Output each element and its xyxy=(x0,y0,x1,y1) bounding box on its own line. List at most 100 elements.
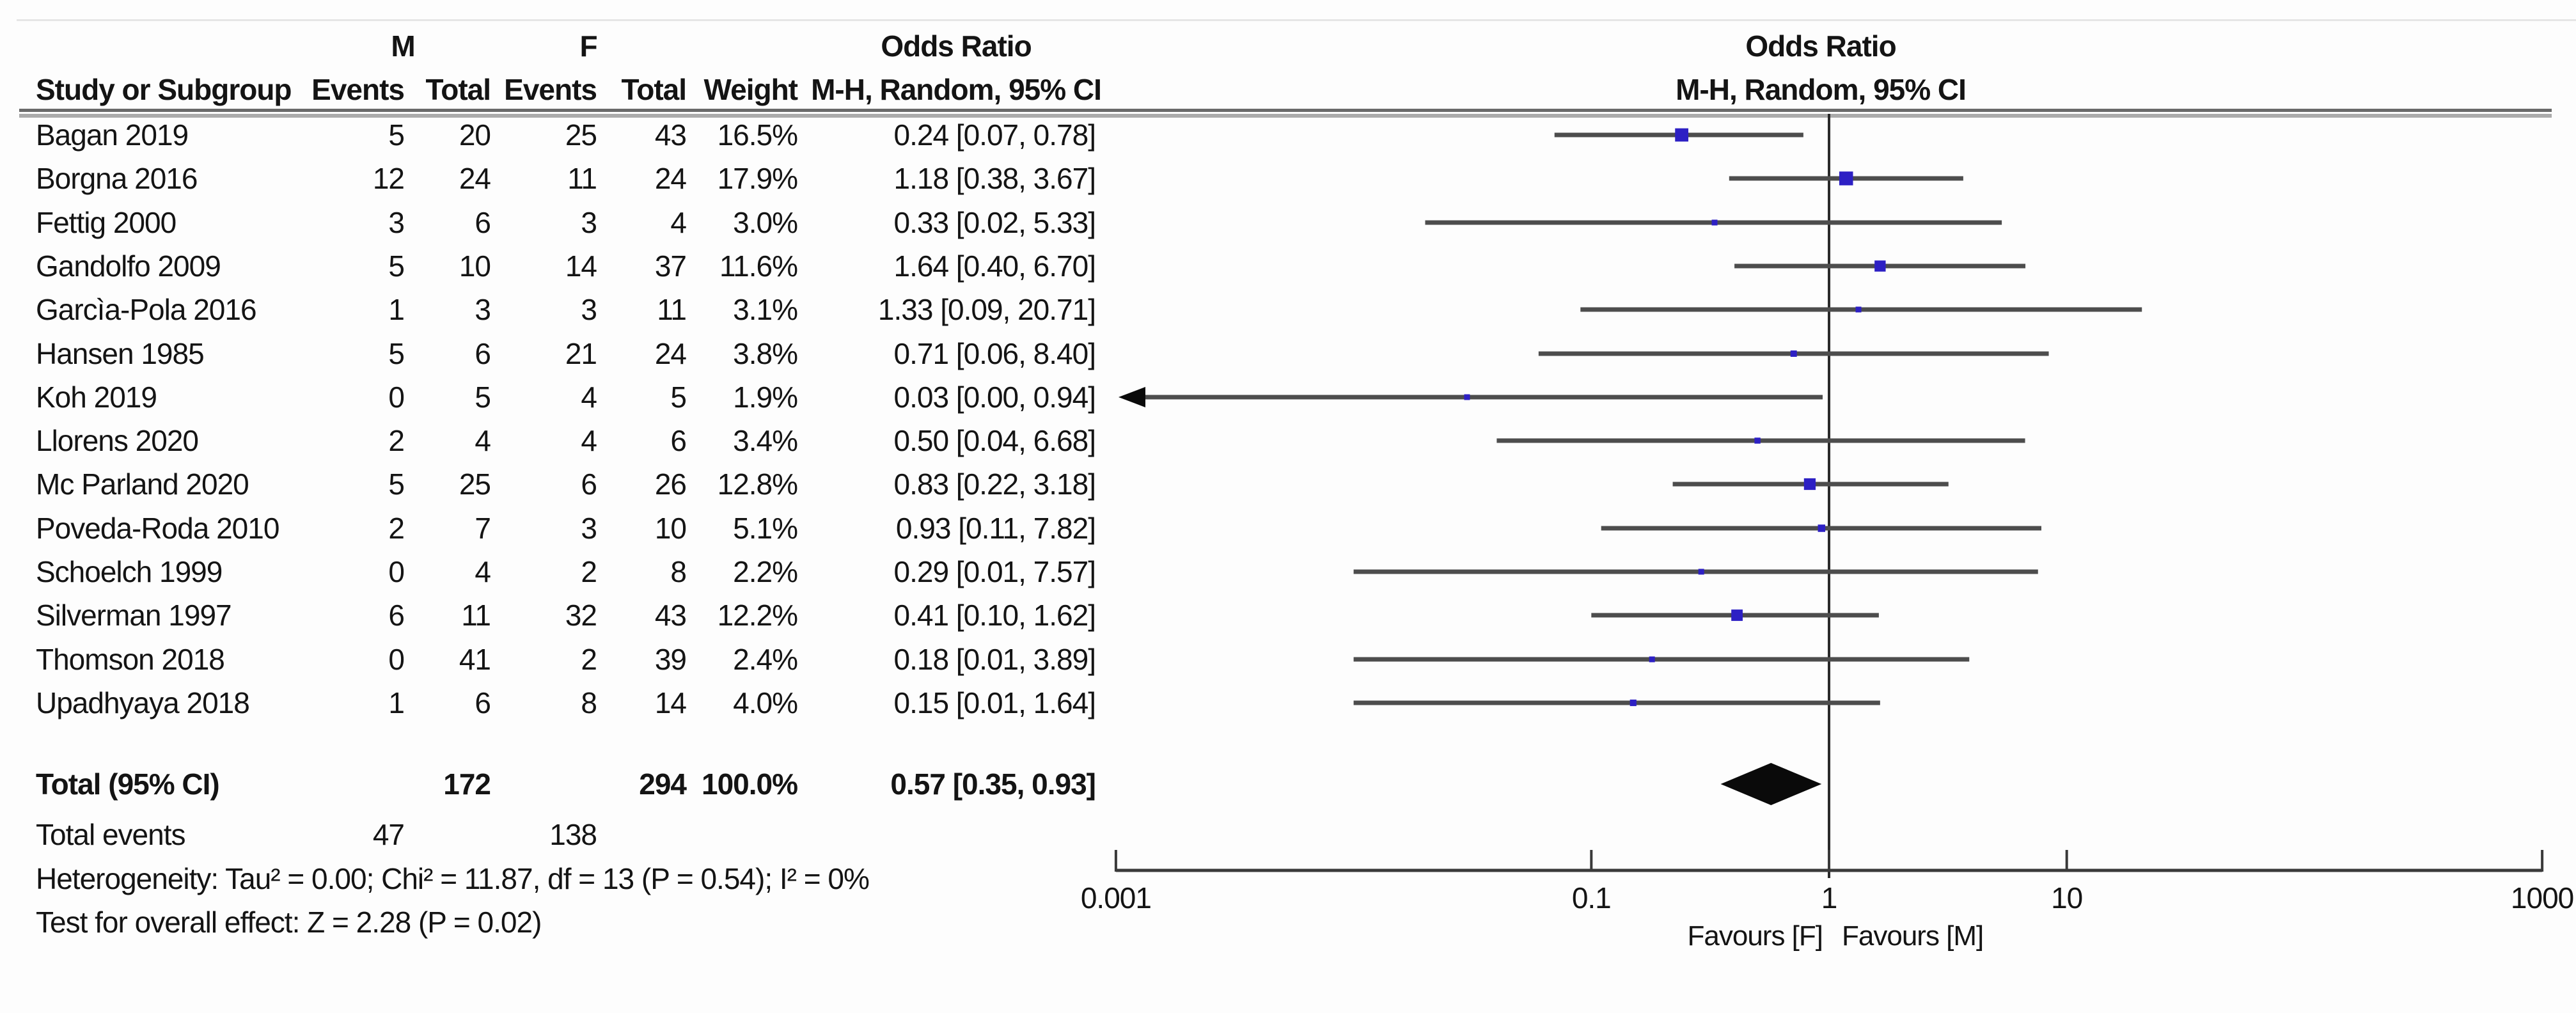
study-name: Mc Parland 2020 xyxy=(36,467,249,501)
study-total-m: 5 xyxy=(475,381,491,414)
effect-square xyxy=(1630,699,1637,707)
study-total-m: 4 xyxy=(475,555,491,588)
study-events-f: 25 xyxy=(565,118,597,152)
total-row-total-m: 172 xyxy=(443,767,491,801)
col-total-f-header: Total xyxy=(621,73,687,106)
study-or-ci-text: 1.33 [0.09, 20.71] xyxy=(877,293,1096,326)
study-name: Bagan 2019 xyxy=(36,118,189,152)
study-or-ci-text: 0.24 [0.07, 0.78] xyxy=(893,118,1096,152)
study-events-m: 2 xyxy=(388,512,405,545)
overall-effect-note: Test for overall effect: Z = 2.28 (P = 0… xyxy=(36,906,542,939)
study-or-ci-text: 0.18 [0.01, 3.89] xyxy=(893,643,1096,676)
effect-square xyxy=(1711,219,1718,226)
study-weight: 2.2% xyxy=(733,555,798,588)
study-total-f: 5 xyxy=(670,381,687,414)
study-or-ci-text: 0.83 [0.22, 3.18] xyxy=(893,467,1096,501)
study-name: Gandolfo 2009 xyxy=(36,249,221,283)
study-or-ci-text: 1.64 [0.40, 6.70] xyxy=(893,249,1096,283)
study-total-f: 11 xyxy=(657,293,687,326)
study-total-m: 7 xyxy=(475,512,491,545)
study-weight: 12.8% xyxy=(717,467,798,501)
study-events-m: 1 xyxy=(388,293,405,326)
study-weight: 3.1% xyxy=(733,293,798,326)
study-total-m: 6 xyxy=(475,206,491,239)
study-or-ci-text: 0.33 [0.02, 5.33] xyxy=(893,206,1096,239)
effect-square xyxy=(1874,260,1886,272)
or-plot-column-subtitle: M-H, Random, 95% CI xyxy=(1676,73,1967,106)
x-axis-tick-label: 1 xyxy=(1821,881,1838,915)
effect-square xyxy=(1839,171,1853,185)
col-weight-header: Weight xyxy=(703,73,798,106)
study-weight: 17.9% xyxy=(717,162,798,195)
study-events-f: 3 xyxy=(581,512,597,545)
study-total-f: 43 xyxy=(654,118,687,152)
study-total-f: 4 xyxy=(670,206,687,239)
study-events-m: 6 xyxy=(388,599,405,632)
study-weight: 11.6% xyxy=(719,249,798,283)
study-total-f: 14 xyxy=(654,686,687,719)
x-axis-tick-label: 1000 xyxy=(2510,881,2574,915)
study-name: Silverman 1997 xyxy=(36,599,232,632)
study-events-f: 6 xyxy=(581,467,597,501)
study-events-f: 3 xyxy=(581,206,597,239)
study-events-m: 2 xyxy=(388,424,405,457)
effect-square xyxy=(1464,394,1470,400)
study-name: Borgna 2016 xyxy=(36,162,198,195)
study-weight: 5.1% xyxy=(733,512,798,545)
study-weight: 4.0% xyxy=(733,686,798,719)
study-weight: 3.4% xyxy=(733,424,798,457)
col-group-m-header: M xyxy=(391,29,415,63)
study-total-m: 3 xyxy=(475,293,491,326)
ci-truncation-arrow xyxy=(1119,387,1145,407)
study-total-f: 10 xyxy=(654,512,687,545)
study-name: Llorens 2020 xyxy=(36,424,199,457)
study-events-f: 2 xyxy=(581,555,597,588)
x-axis-tick-label: 0.1 xyxy=(1571,881,1612,915)
study-events-f: 8 xyxy=(581,686,597,719)
study-or-ci-text: 0.29 [0.01, 7.57] xyxy=(893,555,1096,588)
study-events-m: 0 xyxy=(388,555,405,588)
effect-square xyxy=(1649,656,1655,663)
study-events-f: 4 xyxy=(581,381,597,414)
study-name: Thomson 2018 xyxy=(36,643,225,676)
study-events-f: 32 xyxy=(565,599,597,632)
study-total-f: 37 xyxy=(654,249,687,283)
total-events-m-value: 47 xyxy=(372,818,405,851)
study-events-m: 1 xyxy=(388,686,405,719)
study-total-m: 6 xyxy=(475,337,491,370)
study-or-ci-text: 0.50 [0.04, 6.68] xyxy=(893,424,1096,457)
total-events-label: Total events xyxy=(36,818,185,851)
study-events-f: 2 xyxy=(581,643,597,676)
study-events-m: 0 xyxy=(388,381,405,414)
study-or-ci-text: 0.03 [0.00, 0.94] xyxy=(893,381,1096,414)
pooled-diamond xyxy=(1720,763,1822,805)
x-axis-tick-label: 10 xyxy=(2051,881,2083,915)
study-total-f: 39 xyxy=(654,643,687,676)
study-events-f: 21 xyxy=(565,337,597,370)
study-total-f: 24 xyxy=(654,337,687,370)
study-total-f: 8 xyxy=(670,555,687,588)
study-total-f: 24 xyxy=(654,162,687,195)
favours-left-label: Favours [F] xyxy=(1687,920,1823,952)
header-rule xyxy=(19,109,2552,114)
study-or-ci-text: 0.93 [0.11, 7.82] xyxy=(895,512,1096,545)
or-text-column-subtitle: M-H, Random, 95% CI xyxy=(811,73,1102,106)
study-weight: 3.0% xyxy=(733,206,798,239)
x-axis-tick-label: 0.001 xyxy=(1080,881,1152,915)
study-total-m: 20 xyxy=(459,118,491,152)
col-events-f-header: Events xyxy=(504,73,597,106)
total-row-or-ci: 0.57 [0.35, 0.93] xyxy=(890,767,1096,801)
study-name: Garcìa-Pola 2016 xyxy=(36,293,257,326)
study-total-m: 10 xyxy=(459,249,491,283)
favours-right-label: Favours [M] xyxy=(1842,920,1984,952)
col-total-m-header: Total xyxy=(425,73,491,106)
study-events-m: 5 xyxy=(388,337,405,370)
study-total-f: 6 xyxy=(670,424,687,457)
total-row-label: Total (95% CI) xyxy=(36,767,220,801)
study-weight: 3.8% xyxy=(733,337,798,370)
total-row-total-f: 294 xyxy=(639,767,687,801)
study-or-ci-text: 0.15 [0.01, 1.64] xyxy=(893,686,1096,719)
study-events-f: 14 xyxy=(565,249,597,283)
